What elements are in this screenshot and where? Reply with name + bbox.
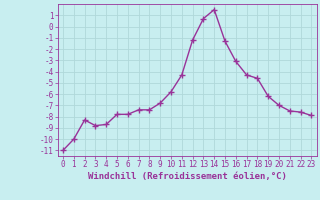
X-axis label: Windchill (Refroidissement éolien,°C): Windchill (Refroidissement éolien,°C) xyxy=(88,172,287,181)
